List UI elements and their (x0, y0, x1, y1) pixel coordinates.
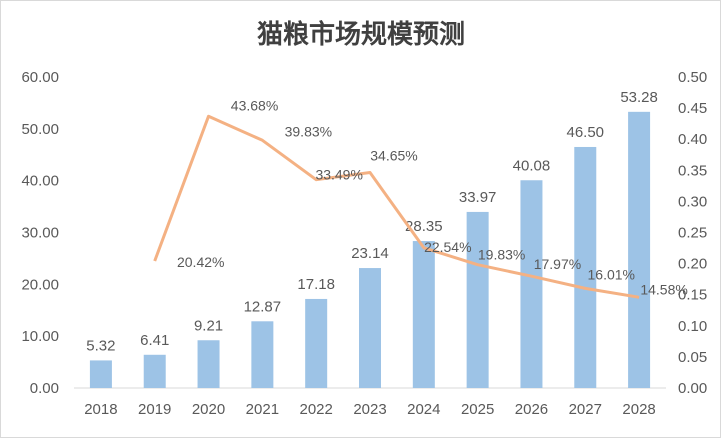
left-axis-tick-label: 20.00 (21, 276, 59, 293)
bar-value-labels: 5.32 6.41 9.21 12.87 17.18 23.14 28.35 33.97 40.… (86, 89, 658, 355)
growth-rate-label: 17.97% (534, 256, 581, 272)
x-axis-tick-label: 2022 (299, 401, 332, 418)
bar (197, 340, 220, 388)
right-axis-tick-label: 0.40 (678, 131, 707, 148)
right-axis-tick-label: 0.45 (678, 100, 707, 117)
x-axis-tick-label: 2023 (353, 401, 386, 418)
x-axis-tick-label: 2027 (569, 401, 602, 418)
right-axis-tick-label: 0.05 (678, 349, 707, 366)
bar (628, 111, 651, 388)
left-axis-tick-label: 50.00 (21, 121, 59, 138)
right-axis-tick-label: 0.35 (678, 162, 707, 179)
x-axis-tick-label: 2020 (192, 401, 225, 418)
bar (359, 268, 381, 388)
left-axis-tick-label: 60.00 (21, 69, 59, 86)
bar (89, 360, 112, 388)
growth-rate-label: 16.01% (588, 266, 635, 282)
growth-rate-series (153, 114, 640, 299)
bar (251, 321, 274, 388)
right-axis-tick-label: 0.15 (678, 287, 707, 304)
x-axis-tick-label: 2024 (407, 401, 440, 418)
growth-rate-label: 19.83% (478, 247, 525, 263)
growth-rate-label: 14.58% (640, 281, 687, 297)
growth-rate-label: 22.54% (424, 239, 471, 255)
x-axis-tick-label: 2018 (84, 401, 117, 418)
right-axis-tick-label: 0.30 (678, 193, 707, 210)
growth-rate-line (153, 114, 640, 299)
bar-value-label: 53.28 (620, 89, 658, 106)
right-axis-tick-label: 0.00 (678, 380, 707, 397)
bar (412, 241, 435, 388)
right-axis-tick-label: 0.25 (678, 225, 707, 242)
bar-value-label: 46.50 (566, 124, 604, 141)
bar-value-label: 12.87 (244, 298, 282, 315)
x-axis-ticks: 2018 2019 2020 2021 2022 2023 2024 2025 2026 2027… (84, 401, 656, 418)
left-axis-tick-label: 40.00 (21, 173, 59, 190)
right-axis-tick-label: 0.20 (678, 256, 707, 273)
left-axis-ticks: 0.00 10.00 20.00 30.00 40.00 50.00 60.00 (21, 69, 59, 397)
bar (143, 354, 166, 388)
right-axis-tick-label: 0.50 (678, 69, 707, 86)
growth-rate-labels: 20.42% 43.68% 39.83% 33.49% 34.65% 22.54% 19.8… (177, 97, 688, 297)
growth-rate-label: 33.49% (315, 167, 362, 183)
x-axis-tick-label: 2026 (515, 401, 548, 418)
bar-value-label: 23.14 (351, 245, 389, 262)
x-axis-tick-label: 2021 (246, 401, 279, 418)
growth-rate-label: 34.65% (370, 147, 417, 163)
right-axis-tick-label: 0.10 (678, 318, 707, 335)
x-axis-tick-label: 2028 (622, 401, 655, 418)
bar-series (89, 111, 651, 388)
x-axis-tick-label: 2025 (461, 401, 494, 418)
left-axis-tick-label: 30.00 (21, 225, 59, 242)
bar (305, 298, 328, 388)
left-axis-tick-label: 0.00 (30, 380, 59, 397)
bar-value-label: 9.21 (194, 317, 223, 334)
bar-value-label: 6.41 (140, 332, 169, 349)
bar-value-label: 5.32 (86, 337, 115, 354)
bar (466, 211, 489, 388)
bar (520, 180, 543, 388)
bar-value-label: 17.18 (297, 276, 335, 293)
bar-value-label: 33.97 (459, 189, 497, 206)
right-axis-ticks: 0.00 0.05 0.10 0.15 0.20 0.25 0.30 0.35 0.40 0.45… (678, 69, 707, 397)
chart-title: 猫粮市场规模预测 (257, 19, 465, 50)
bar-value-label: 40.08 (513, 157, 551, 174)
bar-value-label: 28.35 (405, 218, 443, 235)
growth-rate-label: 20.42% (177, 254, 224, 270)
left-axis-tick-label: 10.00 (21, 328, 59, 345)
x-axis-tick-label: 2019 (138, 401, 171, 418)
bar (574, 146, 597, 388)
growth-rate-label: 39.83% (285, 123, 332, 139)
growth-rate-label: 43.68% (231, 97, 278, 113)
